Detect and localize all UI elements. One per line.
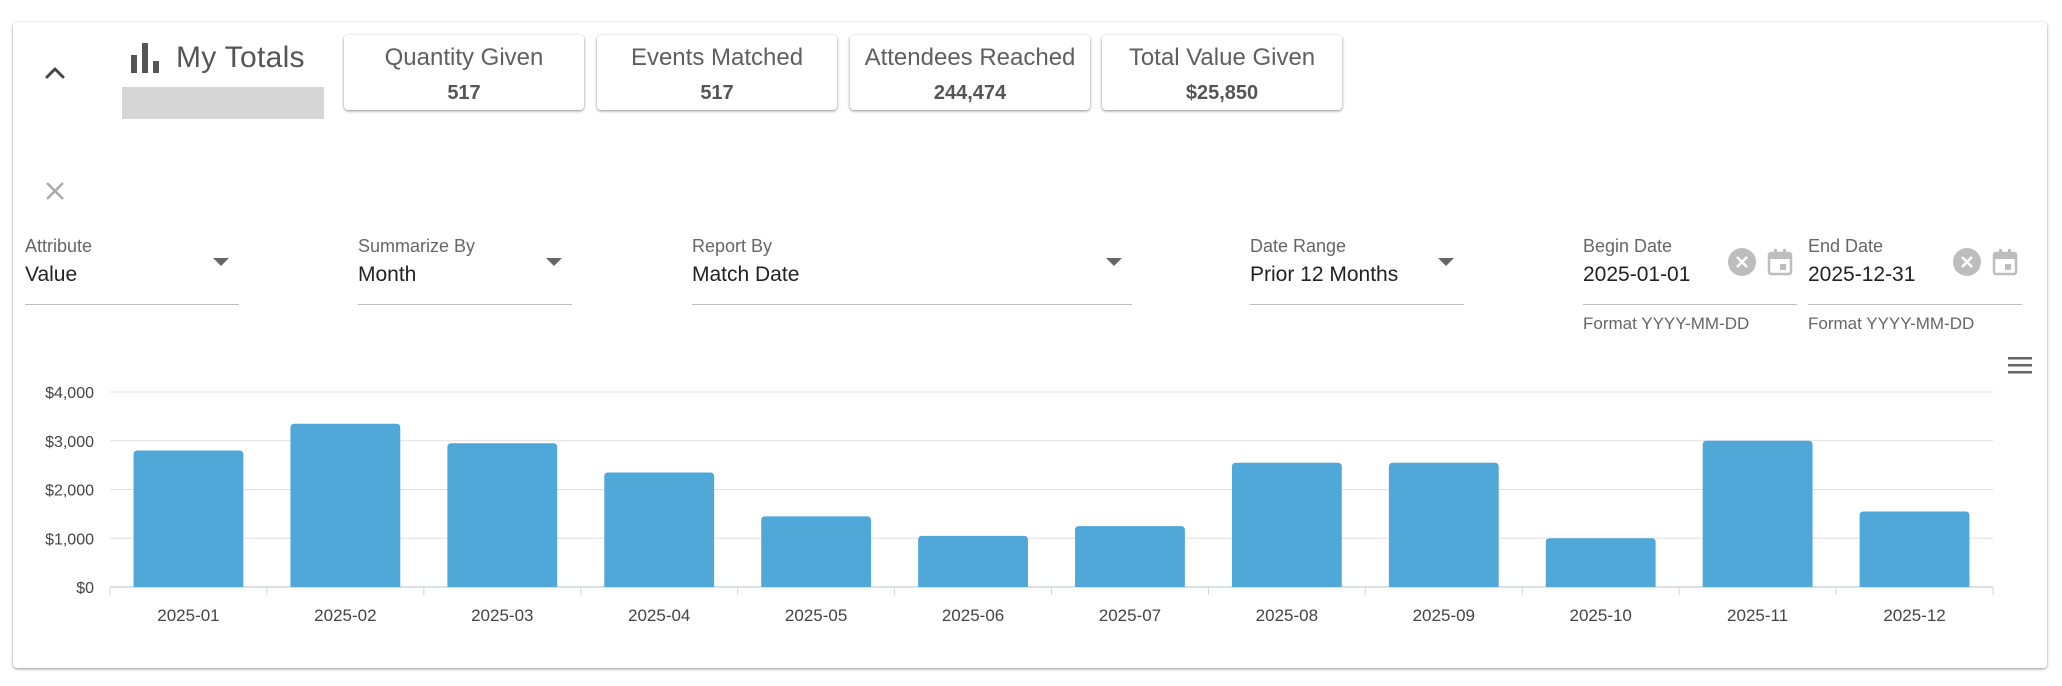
clear-circle-icon (1953, 248, 1981, 276)
y-axis: $0 $1,000 $2,000 $3,000 $4,000 (45, 385, 94, 597)
bar-2025-08[interactable] (1231, 462, 1342, 587)
collapse-button[interactable] (40, 58, 70, 88)
stat-quantity-given[interactable]: Quantity Given 517 (344, 35, 584, 110)
end-date-value[interactable]: 2025-12-31 (1808, 263, 1916, 286)
x-tick-label: 2025-01 (157, 606, 219, 625)
bar-2025-03[interactable] (447, 443, 558, 587)
caret-down-icon (546, 258, 562, 266)
y-tick-label: $0 (76, 580, 94, 597)
begin-date-value[interactable]: 2025-01-01 (1583, 263, 1691, 286)
caret-down-icon (1438, 258, 1454, 266)
report-by-value: Match Date (692, 263, 800, 286)
stat-label: Quantity Given (384, 44, 544, 71)
stat-attendees-reached[interactable]: Attendees Reached 244,474 (850, 35, 1090, 110)
x-tick-label: 2025-10 (1570, 606, 1632, 625)
caret-down-icon (213, 258, 229, 266)
stat-value: 517 (700, 82, 734, 104)
stat-label: Events Matched (630, 44, 804, 71)
x-axis: 2025-01 2025-02 2025-03 2025-04 2025-05 2025-… (109, 587, 1994, 625)
clear-circle-icon (1728, 248, 1756, 276)
bar-2025-02[interactable] (290, 423, 401, 587)
x-tick-label: 2025-06 (942, 606, 1004, 625)
date-range-select[interactable]: Date Range Prior 12 Months (1250, 236, 1464, 305)
bar-2025-06[interactable] (918, 535, 1028, 587)
clear-begin-date-button[interactable] (1726, 246, 1758, 278)
x-tick-label: 2025-09 (1413, 606, 1475, 625)
y-tick-label: $3,000 (45, 434, 94, 451)
end-date-calendar-button[interactable] (1989, 246, 2021, 278)
attribute-label: Attribute (25, 236, 93, 256)
bar-2025-12[interactable] (1859, 511, 1970, 587)
x-tick-label: 2025-07 (1099, 606, 1161, 625)
x-tick-label: 2025-11 (1727, 606, 1788, 625)
stat-total-value-given[interactable]: Total Value Given $25,850 (1102, 35, 1342, 110)
x-tick-label: 2025-12 (1883, 606, 1945, 625)
x-tick-label: 2025-08 (1256, 606, 1318, 625)
end-date-label: End Date (1808, 236, 1884, 256)
attribute-select[interactable]: Attribute Value (25, 236, 239, 305)
date-range-label: Date Range (1250, 236, 1347, 256)
stat-label: Total Value Given (1128, 44, 1316, 71)
summarize-by-value: Month (358, 263, 417, 286)
bar-2025-05[interactable] (761, 516, 872, 587)
summarize-by-select[interactable]: Summarize By Month (358, 236, 572, 305)
bar-chart-icon (131, 43, 159, 73)
begin-date-calendar-button[interactable] (1764, 246, 1796, 278)
close-icon (46, 182, 64, 200)
x-tick-label: 2025-05 (785, 606, 847, 625)
bar-2025-10[interactable] (1545, 538, 1656, 587)
end-date-helper: Format YYYY-MM-DD (1808, 314, 1975, 333)
report-by-label: Report By (692, 236, 773, 256)
stat-value: 244,474 (933, 82, 1007, 104)
y-tick-label: $2,000 (45, 483, 94, 500)
calendar-icon (1992, 249, 2018, 276)
calendar-icon (1767, 249, 1793, 276)
begin-date-label: Begin Date (1583, 236, 1673, 256)
hamburger-menu-icon (2008, 357, 2032, 374)
header: My Totals (128, 38, 305, 78)
bar-2025-04[interactable] (604, 472, 715, 587)
clear-filters-button[interactable] (40, 176, 70, 206)
bar-2025-07[interactable] (1075, 526, 1185, 587)
begin-date-helper: Format YYYY-MM-DD (1583, 314, 1750, 333)
chart-bars (133, 423, 1970, 588)
clear-end-date-button[interactable] (1951, 246, 1983, 278)
title-placeholder-bar (122, 87, 324, 119)
bar-2025-01[interactable] (133, 450, 244, 588)
begin-date-field[interactable]: Begin Date 2025-01-01 (1583, 236, 1797, 305)
caret-down-icon (1106, 258, 1122, 266)
stat-events-matched[interactable]: Events Matched 517 (597, 35, 837, 110)
date-range-value: Prior 12 Months (1250, 263, 1399, 286)
attribute-value: Value (25, 263, 78, 286)
end-date-buttons (1951, 246, 2021, 278)
stat-label: Attendees Reached (864, 44, 1076, 71)
begin-date-buttons (1726, 246, 1796, 278)
value-bar-chart: $0$1,000$2,000$3,000$4,000 2025-01 2025-0… (45, 385, 1994, 625)
page-title: My Totals (176, 41, 305, 74)
y-tick-label: $4,000 (45, 385, 94, 402)
report-by-select[interactable]: Report By Match Date (692, 236, 1132, 305)
bar-2025-09[interactable] (1388, 462, 1499, 587)
y-tick-label: $1,000 (45, 531, 94, 548)
x-tick-label: 2025-03 (471, 606, 533, 625)
x-tick-label: 2025-04 (628, 606, 690, 625)
x-tick-label: 2025-02 (314, 606, 376, 625)
chart-menu-button[interactable] (2006, 353, 2034, 377)
stat-value: 517 (447, 82, 481, 104)
bar-2025-11[interactable] (1702, 440, 1813, 587)
chevron-up-icon (45, 67, 65, 79)
end-date-field[interactable]: End Date 2025-12-31 (1808, 236, 2022, 305)
summarize-by-label: Summarize By (358, 236, 476, 256)
stat-value: $25,850 (1185, 82, 1259, 104)
